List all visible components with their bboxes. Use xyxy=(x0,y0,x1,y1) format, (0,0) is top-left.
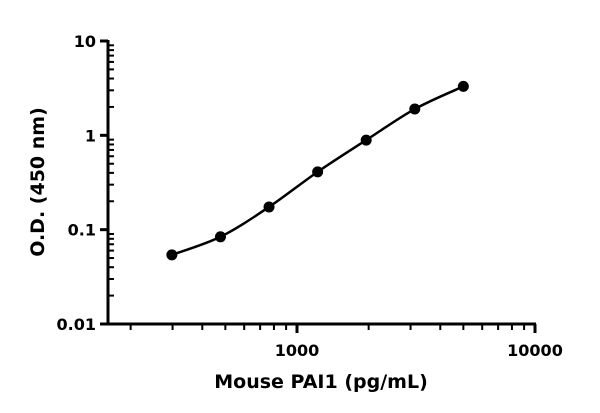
x-tick-label: 1000 xyxy=(275,341,320,360)
y-tick-label: 10 xyxy=(74,32,96,51)
data-point xyxy=(409,103,421,115)
y-tick-label: 0.1 xyxy=(68,221,96,240)
y-axis-title: O.D. (450 nm) xyxy=(27,107,49,257)
data-point xyxy=(263,201,275,213)
data-point xyxy=(457,80,469,92)
data-point xyxy=(166,249,178,261)
y-tick-label: 0.01 xyxy=(57,315,96,334)
x-axis-title: Mouse PAI1 (pg/mL) xyxy=(214,371,428,393)
data-points xyxy=(166,80,469,261)
x-tick-label: 10000 xyxy=(507,341,563,360)
data-point xyxy=(214,231,226,243)
axes: 10 1 0.1 0.01 1000 10000 xyxy=(57,32,563,360)
data-point xyxy=(360,134,372,146)
data-point xyxy=(312,166,324,178)
y-tick-label: 1 xyxy=(85,126,96,145)
